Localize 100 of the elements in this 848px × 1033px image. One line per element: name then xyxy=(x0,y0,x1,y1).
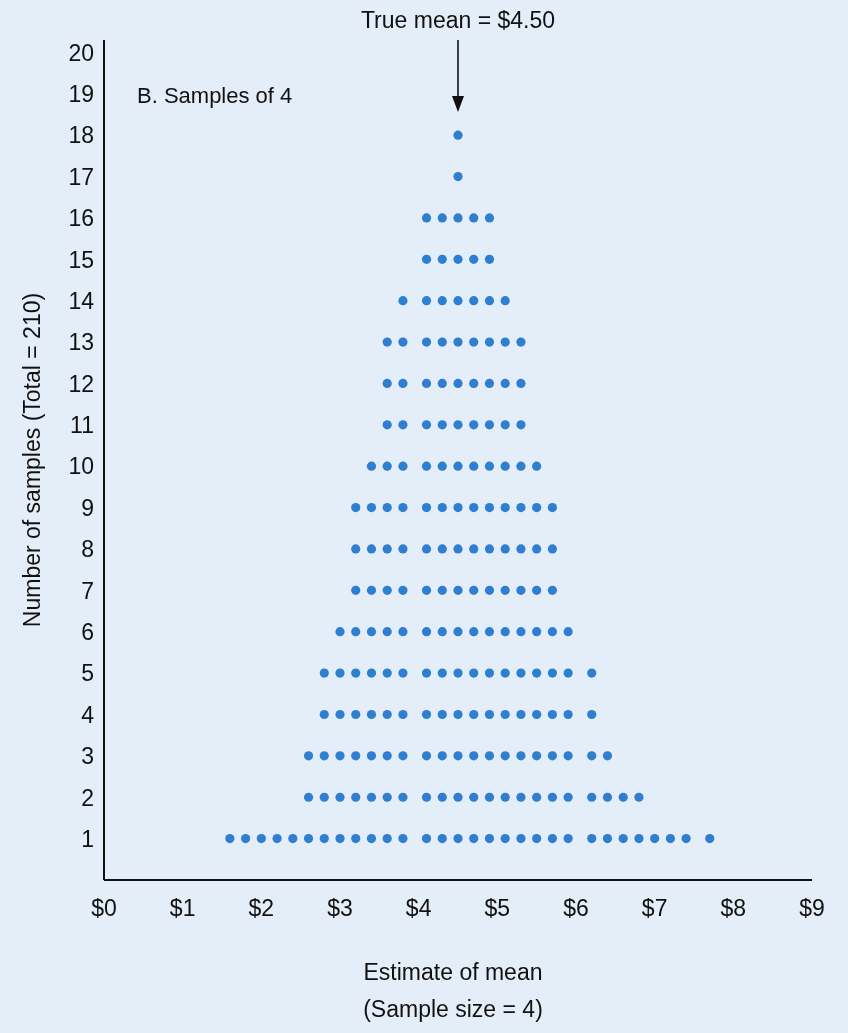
point xyxy=(453,585,463,595)
point xyxy=(484,544,495,554)
point xyxy=(437,668,447,678)
point xyxy=(335,751,345,761)
point xyxy=(484,213,495,223)
point xyxy=(382,502,392,513)
point xyxy=(398,792,408,802)
point xyxy=(500,751,510,761)
point xyxy=(453,627,463,637)
point xyxy=(256,834,266,844)
point xyxy=(437,378,447,389)
y-tick-label: 9 xyxy=(81,494,94,521)
point xyxy=(437,337,447,347)
point xyxy=(500,461,510,471)
point xyxy=(469,420,479,430)
point xyxy=(500,337,510,347)
point xyxy=(437,254,447,264)
point xyxy=(563,627,573,637)
point xyxy=(382,337,392,347)
y-tick-label: 14 xyxy=(68,287,95,314)
y-tick-label: 3 xyxy=(81,743,94,770)
point xyxy=(421,213,432,223)
point xyxy=(484,420,495,430)
point xyxy=(705,834,715,844)
point xyxy=(532,751,542,761)
point xyxy=(398,502,408,513)
point xyxy=(516,792,526,802)
point xyxy=(532,544,542,554)
x-tick-label: $6 xyxy=(563,895,589,921)
y-tick-label: 8 xyxy=(81,536,94,563)
x-tick-label: $0 xyxy=(91,895,117,921)
point xyxy=(500,834,510,844)
point xyxy=(437,213,447,223)
point xyxy=(516,378,526,389)
point xyxy=(351,751,361,761)
point xyxy=(469,254,479,264)
point xyxy=(532,834,542,844)
point xyxy=(421,254,432,264)
point xyxy=(382,792,392,802)
point xyxy=(516,668,526,678)
point xyxy=(500,420,510,430)
point xyxy=(303,751,314,761)
y-tick-label: 10 xyxy=(68,453,94,480)
point xyxy=(453,171,463,182)
point xyxy=(453,751,463,761)
point xyxy=(421,296,432,306)
point xyxy=(351,627,361,637)
point xyxy=(319,751,329,761)
point xyxy=(469,668,479,678)
point xyxy=(532,461,542,471)
point xyxy=(288,834,298,844)
point xyxy=(602,792,613,802)
point xyxy=(437,709,447,720)
point xyxy=(484,627,495,637)
point xyxy=(469,751,479,761)
point xyxy=(469,337,479,347)
point xyxy=(398,461,408,471)
point xyxy=(547,709,557,720)
point xyxy=(500,627,510,637)
point xyxy=(516,627,526,637)
point xyxy=(587,668,597,678)
point xyxy=(681,834,691,844)
x-tick-label: $9 xyxy=(799,895,825,921)
point xyxy=(500,378,510,389)
point xyxy=(382,420,392,430)
point xyxy=(366,585,377,595)
point xyxy=(602,751,613,761)
point xyxy=(453,213,463,223)
point xyxy=(484,378,495,389)
point xyxy=(437,627,447,637)
point xyxy=(421,834,432,844)
point xyxy=(366,709,377,720)
x-axis-title: Estimate of mean (Sample size = 4) xyxy=(363,959,543,1022)
point xyxy=(319,792,329,802)
point xyxy=(453,130,463,140)
point xyxy=(319,668,329,678)
point xyxy=(469,296,479,306)
point xyxy=(516,420,526,430)
x-tick-label: $8 xyxy=(720,895,747,921)
point xyxy=(398,668,408,678)
point xyxy=(587,792,597,802)
point xyxy=(484,337,495,347)
point xyxy=(421,378,432,389)
point xyxy=(366,751,377,761)
point xyxy=(484,461,495,471)
point xyxy=(437,751,447,761)
point xyxy=(335,834,345,844)
point xyxy=(587,709,597,720)
point xyxy=(272,834,282,844)
point xyxy=(398,834,408,844)
point xyxy=(618,792,628,802)
point xyxy=(500,668,510,678)
point xyxy=(516,461,526,471)
point xyxy=(398,420,408,430)
point xyxy=(516,585,526,595)
y-tick-label: 4 xyxy=(81,701,95,728)
point xyxy=(225,834,235,844)
point xyxy=(500,585,510,595)
point xyxy=(484,834,495,844)
y-tick-label: 1 xyxy=(81,825,94,852)
